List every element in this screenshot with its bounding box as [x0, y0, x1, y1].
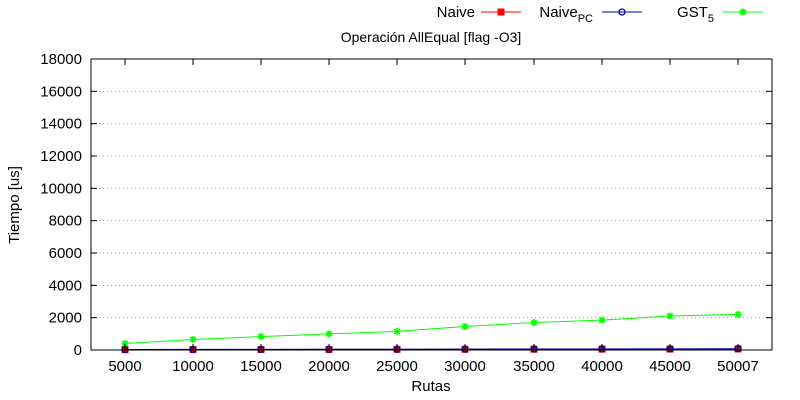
data-point — [257, 333, 265, 341]
data-point — [393, 327, 401, 335]
data-point — [530, 319, 538, 327]
y-tick-label: 8000 — [49, 213, 82, 230]
legend-entry: NaivePC — [539, 4, 642, 25]
y-tick-label: 4000 — [49, 277, 82, 294]
series-gst-5 — [121, 310, 742, 348]
y-tick-label: 12000 — [40, 148, 82, 165]
legend: Naive NaivePC GST5 — [437, 4, 763, 25]
x-tick-label: 30000 — [444, 358, 486, 375]
y-axis-label: Tiempo [us] — [6, 166, 23, 244]
grid-lines — [91, 90, 772, 319]
chart-title: Operación AllEqual [flag -O3] — [341, 29, 522, 45]
series-line — [124, 313, 739, 345]
data-point — [461, 323, 469, 331]
x-axis: 5000 10000 15000 20000 25000 30000 35000 40000 4… — [108, 59, 759, 375]
legend-marker — [497, 8, 505, 16]
legend-marker — [618, 8, 626, 16]
x-tick-label: 40000 — [581, 358, 623, 375]
legend-label: GST5 — [677, 4, 714, 25]
x-tick-label: 45000 — [649, 358, 691, 375]
x-tick-label: 35000 — [513, 358, 555, 375]
y-tick-label: 2000 — [49, 310, 82, 327]
y-axis: 0 2000 4000 6000 8000 10000 12000 14000 16000 180… — [40, 51, 772, 359]
data-point — [666, 312, 674, 320]
x-tick-label: 10000 — [172, 358, 214, 375]
series-line — [124, 348, 739, 351]
x-tick-label: 50007 — [717, 358, 759, 375]
legend-entry: GST5 — [677, 4, 763, 25]
x-tick-label: 5000 — [108, 358, 141, 375]
y-tick-label: 16000 — [40, 83, 82, 100]
y-tick-label: 18000 — [40, 51, 82, 68]
y-tick-label: 6000 — [49, 245, 82, 262]
x-tick-label: 25000 — [376, 358, 418, 375]
y-tick-label: 0 — [74, 342, 82, 359]
y-tick-label: 14000 — [40, 116, 82, 133]
x-tick-label: 15000 — [240, 358, 282, 375]
y-tick-label: 10000 — [40, 180, 82, 197]
data-point — [598, 316, 606, 324]
plot-frame — [90, 58, 773, 351]
x-tick-label: 20000 — [308, 358, 350, 375]
legend-marker — [739, 8, 747, 16]
legend-label: Naive — [437, 4, 475, 21]
data-point — [189, 335, 197, 343]
legend-entry: Naive — [437, 4, 521, 21]
legend-label: NaivePC — [539, 4, 593, 25]
x-axis-label: Rutas — [411, 378, 450, 395]
data-point — [734, 310, 742, 318]
series-naive-pc — [121, 345, 742, 354]
data-point — [325, 330, 333, 338]
